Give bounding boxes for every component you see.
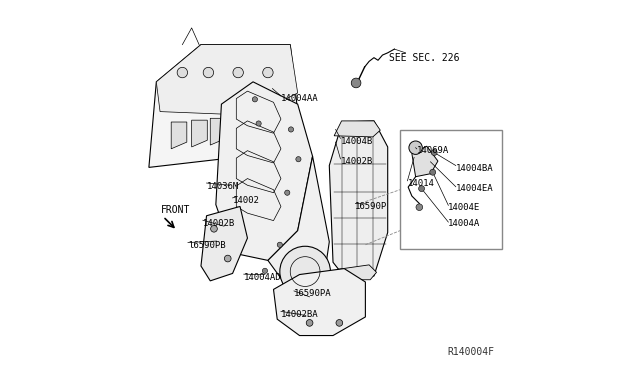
Text: 16590P: 16590P (355, 202, 388, 211)
Circle shape (289, 127, 294, 132)
Circle shape (233, 67, 243, 78)
Polygon shape (191, 120, 207, 147)
Text: 14004BA: 14004BA (456, 164, 493, 173)
Text: 14004A: 14004A (449, 219, 481, 228)
Text: 14002B: 14002B (340, 157, 372, 166)
Circle shape (256, 121, 261, 126)
Text: 14014: 14014 (408, 179, 435, 187)
Circle shape (262, 67, 273, 78)
Circle shape (262, 268, 268, 273)
Text: 14004B: 14004B (340, 137, 372, 146)
Polygon shape (412, 146, 438, 177)
Circle shape (203, 67, 214, 78)
Polygon shape (334, 121, 380, 137)
Text: FRONT: FRONT (161, 205, 190, 215)
Circle shape (351, 78, 361, 88)
Text: l6590PB: l6590PB (188, 241, 225, 250)
Circle shape (336, 320, 342, 326)
Polygon shape (201, 206, 248, 281)
Text: 14004E: 14004E (449, 203, 481, 212)
Text: R140004F: R140004F (448, 347, 495, 357)
Circle shape (211, 225, 218, 232)
Circle shape (429, 169, 436, 175)
Text: 14002BA: 14002BA (281, 310, 319, 319)
Polygon shape (216, 82, 312, 260)
Circle shape (252, 97, 257, 102)
Text: 14004AA: 14004AA (281, 94, 319, 103)
Circle shape (280, 246, 330, 297)
Circle shape (409, 141, 422, 154)
Circle shape (431, 150, 437, 155)
Polygon shape (156, 45, 298, 115)
Circle shape (285, 190, 290, 195)
Circle shape (416, 204, 422, 211)
Polygon shape (330, 121, 388, 280)
Text: 14004AD: 14004AD (244, 273, 282, 282)
Text: 14002: 14002 (232, 196, 259, 205)
Text: SEE SEC. 226: SEE SEC. 226 (389, 53, 460, 62)
Text: 14002B: 14002B (203, 219, 235, 228)
Polygon shape (211, 118, 226, 145)
Polygon shape (338, 265, 376, 280)
Polygon shape (149, 45, 298, 167)
Text: 14004EA: 14004EA (456, 185, 493, 193)
Circle shape (419, 186, 424, 192)
Text: 14069A: 14069A (417, 146, 449, 155)
Polygon shape (172, 122, 187, 149)
Circle shape (296, 157, 301, 162)
Polygon shape (273, 269, 365, 336)
Polygon shape (229, 116, 244, 143)
Circle shape (277, 242, 282, 247)
Circle shape (225, 255, 231, 262)
Circle shape (306, 320, 313, 326)
Text: 14036M: 14036M (207, 182, 239, 190)
Text: 16590PA: 16590PA (294, 289, 332, 298)
Bar (400, 130, 502, 249)
Circle shape (177, 67, 188, 78)
Polygon shape (268, 156, 330, 299)
